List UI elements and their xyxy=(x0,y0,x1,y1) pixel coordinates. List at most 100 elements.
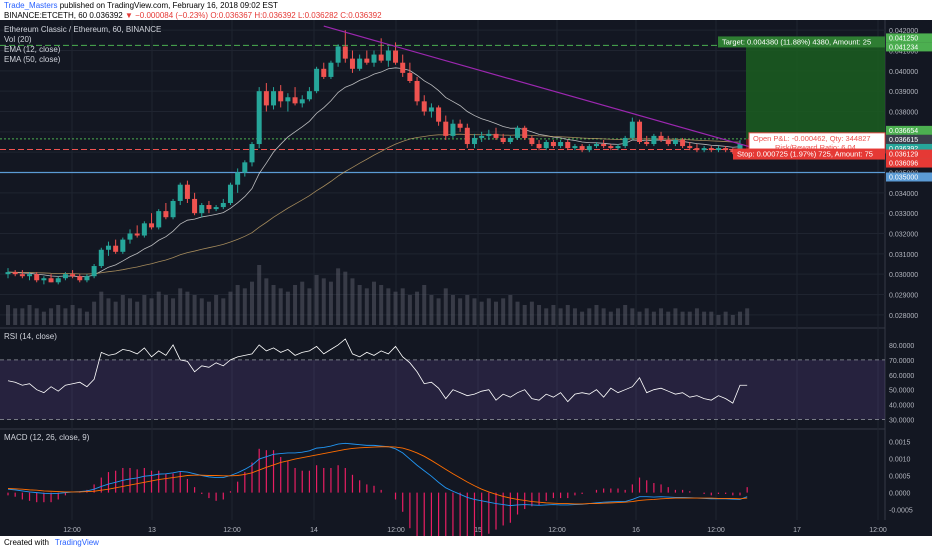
volume-bar xyxy=(34,308,39,325)
price-tick-label: 0.031000 xyxy=(889,252,918,259)
volume-bar xyxy=(250,281,254,325)
macd-line xyxy=(7,442,748,507)
volume-bar xyxy=(235,285,240,325)
candle xyxy=(227,184,233,203)
volume-bar xyxy=(630,308,635,325)
candle xyxy=(314,68,320,92)
macd-tick-label: -0.0005 xyxy=(889,508,913,515)
price-tick-label: 0.039000 xyxy=(889,89,918,96)
volume-bar xyxy=(364,288,369,325)
chart-area[interactable]: 0.042000 0.041000 0.040000 0.039000 0.038000… xyxy=(0,20,932,550)
candle xyxy=(48,278,54,283)
candle xyxy=(723,148,729,151)
candle xyxy=(672,139,678,145)
volume-bar xyxy=(558,308,563,325)
price-badge xyxy=(886,42,932,52)
rsi-tick-label: 60.0000 xyxy=(889,373,914,380)
candle xyxy=(306,91,312,100)
chart-svg[interactable]: 0.042000 0.041000 0.040000 0.039000 0.038000… xyxy=(0,20,932,550)
candle xyxy=(400,62,406,73)
author-link[interactable]: Trade_Masters xyxy=(4,1,58,10)
volume-bar xyxy=(84,311,89,325)
candle xyxy=(321,68,327,77)
candle xyxy=(213,207,219,210)
volume-bar xyxy=(544,308,549,325)
price-badge-label: 0.036096 xyxy=(889,161,918,168)
candle xyxy=(141,223,147,236)
candle xyxy=(637,121,643,142)
rr-label: Risk/Reward Ratio: 6.04 xyxy=(775,143,856,152)
price-badge-label: 0.036615 xyxy=(889,137,918,144)
volume-bar xyxy=(156,291,161,325)
volume-bar xyxy=(422,285,427,325)
volume-bar xyxy=(350,278,355,325)
candle xyxy=(27,274,33,277)
candle xyxy=(601,144,607,147)
volume-bar xyxy=(142,295,147,325)
last-price: 0.036392 xyxy=(89,11,123,20)
volume-bar xyxy=(278,288,283,325)
rsi-tick-label: 40.0000 xyxy=(889,403,914,410)
volume-bar xyxy=(328,281,333,325)
volume-bar xyxy=(587,308,592,325)
volume-bar xyxy=(178,288,183,325)
candle xyxy=(515,127,521,138)
candle xyxy=(651,135,657,145)
rsi-tick-label: 50.0000 xyxy=(889,388,914,395)
candle xyxy=(235,172,241,185)
candle xyxy=(665,139,671,145)
candle xyxy=(5,272,11,275)
volume-bar xyxy=(185,291,190,325)
volume-bar xyxy=(723,311,728,325)
candle xyxy=(335,46,341,63)
volume-bar xyxy=(314,275,319,325)
candle xyxy=(220,203,226,208)
candle xyxy=(608,146,614,149)
volume-bar xyxy=(264,278,269,325)
candle xyxy=(62,274,68,279)
price-tick-label: 0.033000 xyxy=(889,211,918,218)
time-tick-label: 12:00 xyxy=(869,527,887,534)
candle xyxy=(622,137,628,147)
volume-bar xyxy=(56,305,61,325)
candle xyxy=(84,276,90,281)
legend-title: Ethereum Classic / Ethereum, 60, BINANCE xyxy=(4,25,162,34)
tradingview-logo[interactable]: TradingView xyxy=(54,538,99,547)
candle xyxy=(292,97,298,104)
candle xyxy=(493,133,499,138)
published-text: published on TradingView.com, February 1… xyxy=(59,1,278,10)
candle xyxy=(471,137,477,145)
candle xyxy=(393,50,399,63)
price-badge xyxy=(886,33,932,43)
time-tick-label: 12:00 xyxy=(387,527,405,534)
candle xyxy=(737,144,743,153)
volume-bar xyxy=(458,298,463,325)
candle xyxy=(500,137,506,142)
candle xyxy=(378,54,384,61)
volume-bar xyxy=(522,305,527,325)
volume-bar xyxy=(651,311,656,325)
target-label-bg xyxy=(718,36,885,48)
volume-bar xyxy=(242,288,247,325)
candle xyxy=(730,150,736,153)
volume-bar xyxy=(687,311,692,325)
volume-bar xyxy=(694,308,699,325)
candle xyxy=(271,91,277,106)
volume-bar xyxy=(393,291,398,325)
time-tick-label: 12:00 xyxy=(63,527,81,534)
candle xyxy=(593,144,599,147)
volume-bar xyxy=(479,301,484,325)
signal-line xyxy=(7,446,748,505)
volume-bar xyxy=(716,315,721,325)
volume-bar xyxy=(738,311,742,325)
price-badge xyxy=(886,125,932,135)
price-badge-label: 0.036129 xyxy=(889,152,918,159)
price-badge-label: 0.041234 xyxy=(889,44,918,51)
volume-bar xyxy=(565,305,570,325)
candle xyxy=(249,144,255,163)
volume-bar xyxy=(551,305,556,325)
candle xyxy=(364,58,370,63)
candle xyxy=(156,211,162,228)
volume-bar xyxy=(92,301,97,325)
price-badge xyxy=(886,134,932,144)
